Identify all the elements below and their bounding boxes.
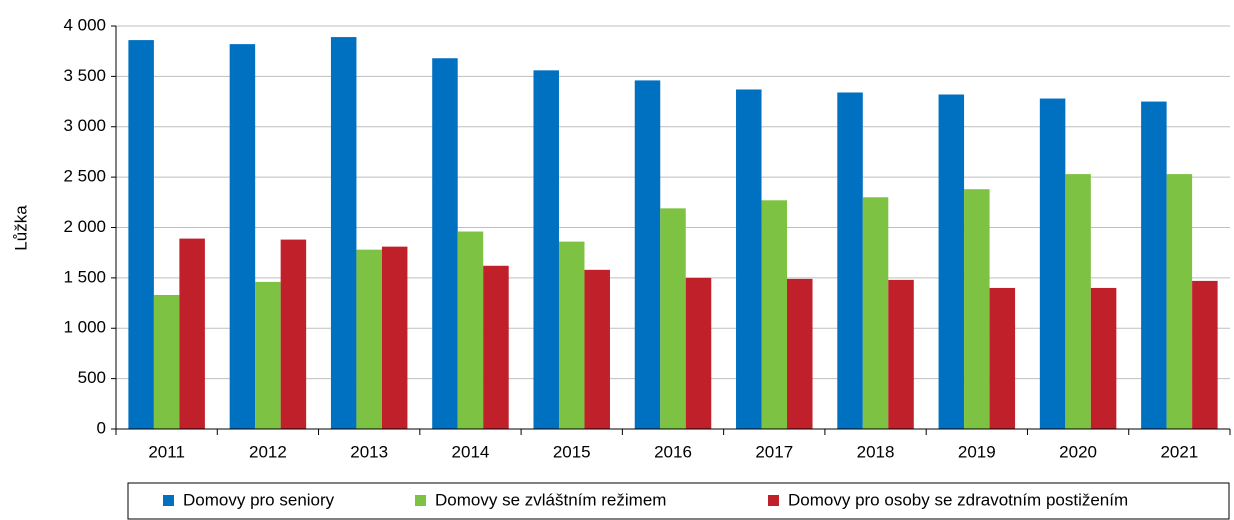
legend-swatch [163,495,174,506]
bar [685,277,712,429]
bar [280,239,307,429]
y-tick-label: 3 000 [63,116,106,135]
bar [634,80,661,429]
x-tick-label: 2016 [654,442,692,461]
bar [1090,287,1117,429]
bar [837,92,863,430]
bar [660,208,686,429]
y-tick-label: 1 000 [63,318,106,337]
bar [862,197,889,429]
y-tick-label: 2 500 [63,167,106,186]
y-tick-label: 4 000 [63,15,106,34]
legend-label: Domovy pro seniory [183,490,335,509]
bar [938,94,965,429]
bar [736,89,762,429]
legend-label: Domovy se zvláštním režimem [435,490,666,509]
x-tick-label: 2015 [553,442,591,461]
y-tick-label: 2 000 [63,217,106,236]
bar [432,58,458,430]
x-tick-label: 2019 [958,442,996,461]
y-tick-label: 1 500 [63,267,106,286]
bar [1166,174,1193,429]
bar [1192,280,1218,429]
bar [787,278,813,429]
bar [1039,98,1066,429]
bar [533,70,559,429]
bar [964,189,990,429]
legend-box [127,482,1230,520]
bar [381,246,408,429]
y-tick-label: 500 [78,368,106,387]
bar [483,265,509,429]
y-tick-label: 3 500 [63,66,106,85]
bar [584,269,610,429]
legend-label: Domovy pro osoby se zdravotním postižení… [788,490,1128,509]
bar [989,287,1016,429]
bar [457,231,484,429]
bar [153,295,180,429]
bar [229,44,256,429]
x-tick-label: 2018 [857,442,895,461]
x-tick-label: 2014 [452,442,490,461]
y-tick-label: 0 [97,418,106,437]
x-tick-label: 2011 [148,442,185,461]
x-tick-label: 2020 [1059,442,1097,461]
y-axis-label: Lůžka [11,205,30,251]
legend-swatch [768,495,779,506]
x-tick-label: 2017 [755,442,793,461]
bar [1141,101,1167,429]
x-tick-label: 2013 [350,442,388,461]
bar [558,241,585,429]
bar [179,238,205,429]
bar [255,281,281,429]
x-tick-label: 2012 [249,442,287,461]
bar [330,37,357,430]
bar [761,200,788,429]
bar [356,249,382,429]
bar [128,40,154,429]
bar [888,279,914,429]
legend-swatch [415,495,426,506]
x-tick-label: 2021 [1160,442,1198,461]
bar [1065,174,1091,429]
